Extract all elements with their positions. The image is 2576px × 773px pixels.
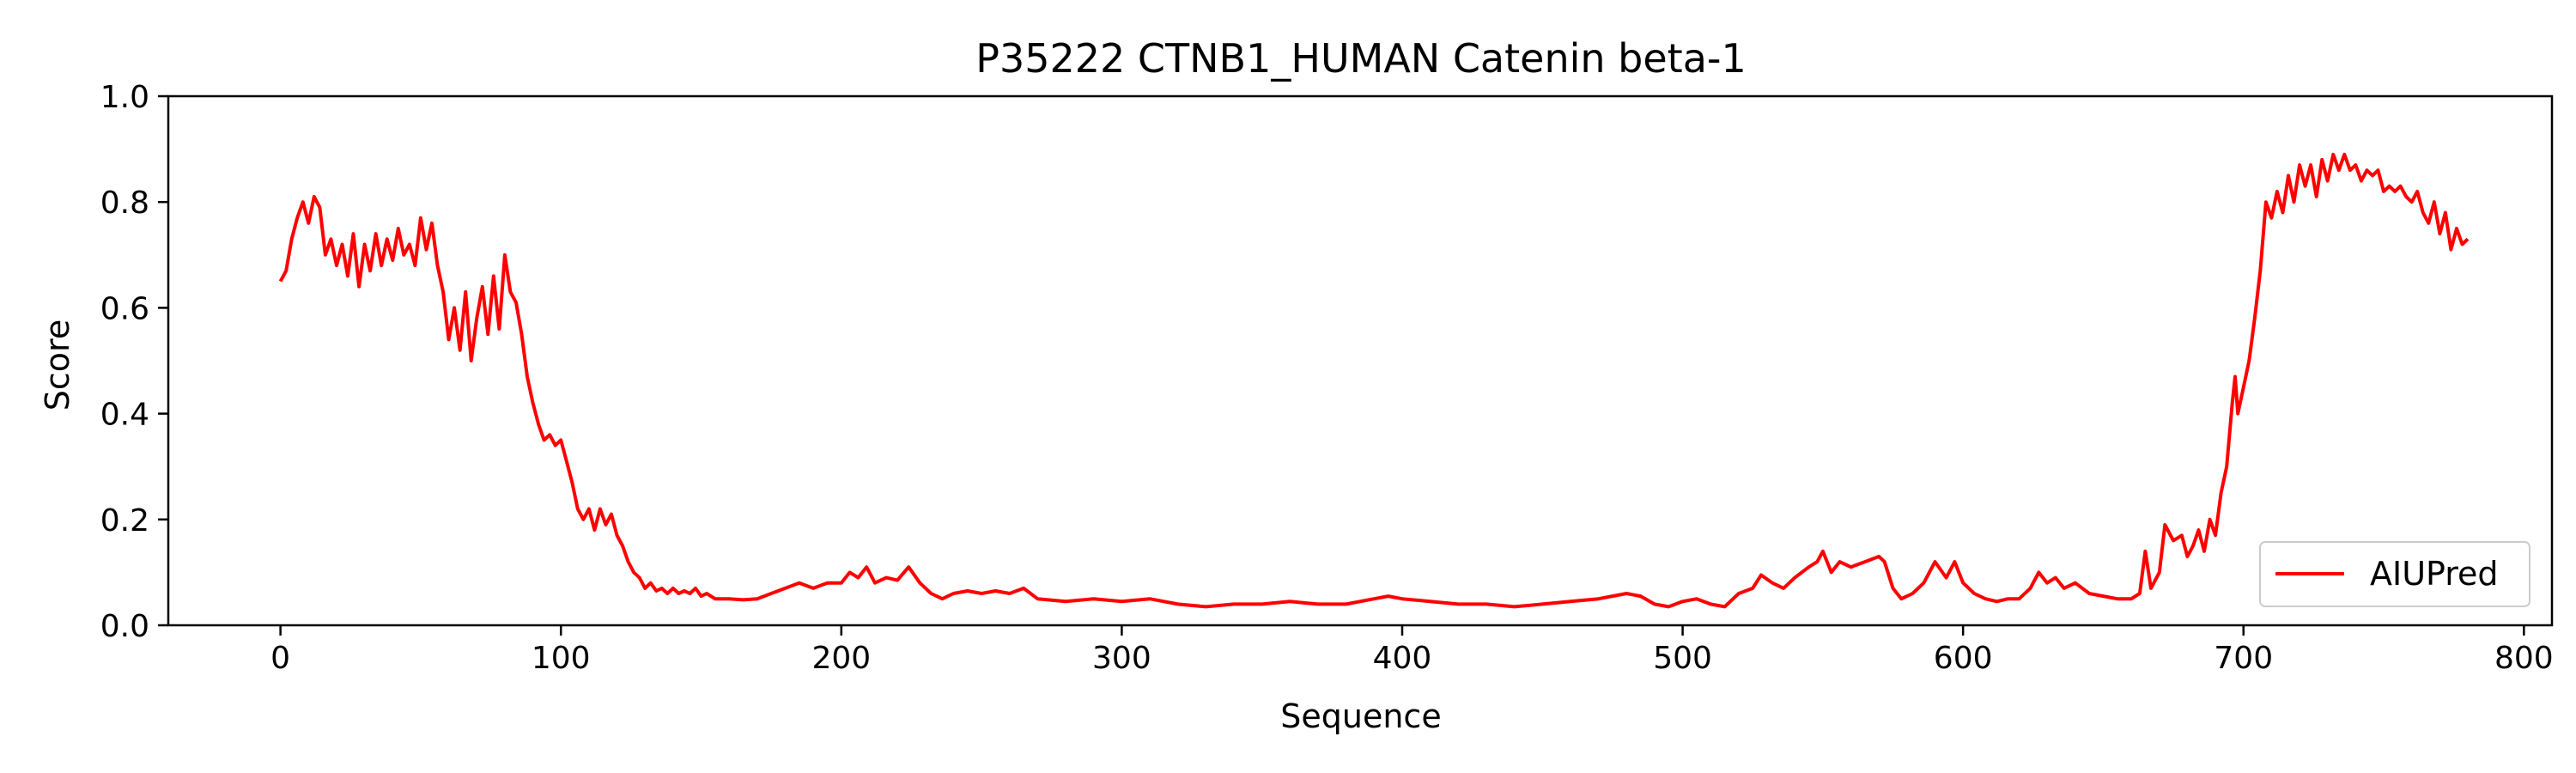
- x-axis-label: Sequence: [1280, 697, 1441, 735]
- y-tick-label: 0.6: [100, 291, 149, 326]
- y-tick-label: 0.2: [100, 503, 149, 539]
- series-line-aiupred: [278, 152, 2470, 609]
- x-tick-label: 400: [1373, 641, 1432, 676]
- x-tick-label: 200: [811, 641, 871, 676]
- legend-label-aiupred: AIUPred: [2370, 555, 2499, 593]
- plot-area: [167, 94, 2554, 627]
- chart-title: P35222 CTNB1_HUMAN Catenin beta-1: [975, 35, 1747, 82]
- y-tick-label: 1.0: [100, 80, 149, 115]
- x-axis: 0 100 200 300 400 500 600 700 800: [270, 625, 2554, 676]
- legend: AIUPred: [2259, 541, 2530, 607]
- y-axis: 0.0 0.2 0.4 0.6 0.8 1.0: [100, 80, 168, 644]
- legend-box: [2259, 541, 2530, 607]
- x-tick-label: 500: [1653, 641, 1712, 676]
- x-tick-label: 700: [2214, 641, 2273, 676]
- x-tick-label: 800: [2494, 641, 2554, 676]
- x-tick-label: 300: [1092, 641, 1151, 676]
- y-axis-label: Score: [39, 320, 76, 411]
- y-tick-label: 0.0: [100, 609, 149, 644]
- x-tick-label: 0: [270, 641, 290, 676]
- x-tick-label: 100: [532, 641, 591, 676]
- y-tick-label: 0.8: [100, 186, 149, 221]
- x-tick-label: 600: [1934, 641, 1993, 676]
- y-tick-label: 0.4: [100, 398, 149, 433]
- plot-frame: [167, 94, 2554, 627]
